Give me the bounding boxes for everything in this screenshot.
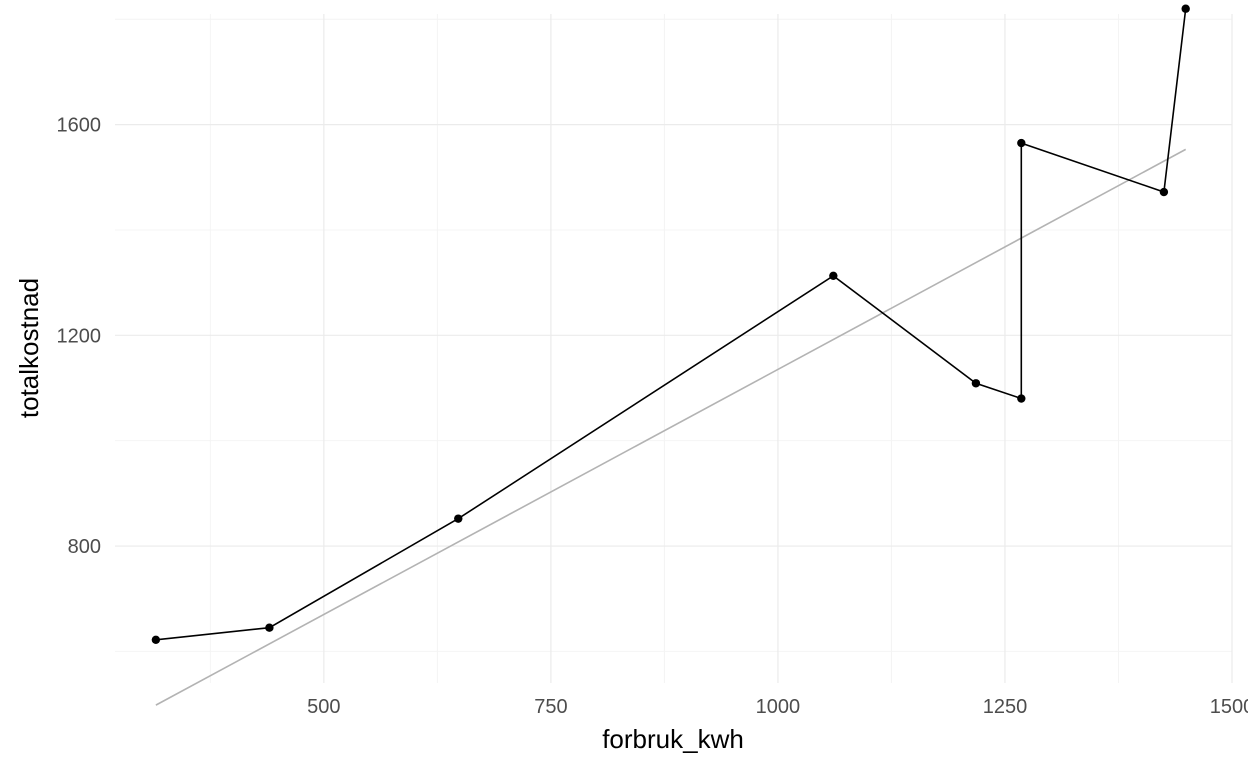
x-tick-label: 1500 [1210, 696, 1248, 718]
data-point [1159, 187, 1169, 197]
data-point [454, 514, 463, 523]
major-gridlines [115, 14, 1233, 683]
data-point [1181, 4, 1190, 13]
x-tick-label: 1000 [756, 696, 801, 718]
minor-gridlines [115, 14, 1232, 683]
trend-line-segment [155, 148, 1187, 706]
y-tick-label: 1200 [57, 325, 102, 347]
y-tick-label: 1600 [57, 115, 102, 137]
x-tick-label: 1250 [983, 696, 1028, 718]
data-point [265, 623, 274, 632]
data-point [151, 635, 161, 645]
data-point [1017, 394, 1026, 403]
x-tick-label: 750 [534, 696, 567, 718]
x-tick-label: 500 [307, 696, 340, 718]
data-point [829, 271, 838, 281]
y-axis-tick-labels: 800 1200 1600 [57, 115, 102, 558]
data-point [971, 379, 981, 388]
data-series [151, 4, 1190, 645]
y-tick-label: 800 [68, 536, 101, 558]
y-axis-title: totalkostnad [14, 278, 44, 418]
data-point [1017, 138, 1026, 148]
x-axis-title: forbruk_kwh [602, 724, 744, 754]
series-line [155, 8, 1187, 641]
trend-line [155, 148, 1187, 706]
x-axis-tick-labels: 500 750 1000 1250 1500 [307, 696, 1248, 718]
